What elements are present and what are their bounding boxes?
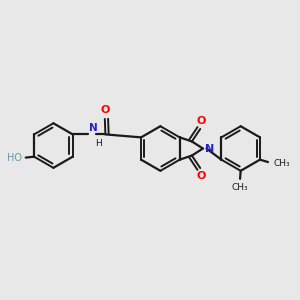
Text: CH₃: CH₃ — [274, 159, 290, 168]
Text: O: O — [196, 171, 206, 181]
Text: CH₃: CH₃ — [232, 183, 248, 192]
Text: N: N — [205, 143, 214, 154]
Text: H: H — [95, 139, 101, 148]
Text: HO: HO — [7, 153, 22, 163]
Text: O: O — [100, 105, 110, 115]
Text: O: O — [196, 116, 206, 126]
Text: N: N — [89, 123, 98, 133]
